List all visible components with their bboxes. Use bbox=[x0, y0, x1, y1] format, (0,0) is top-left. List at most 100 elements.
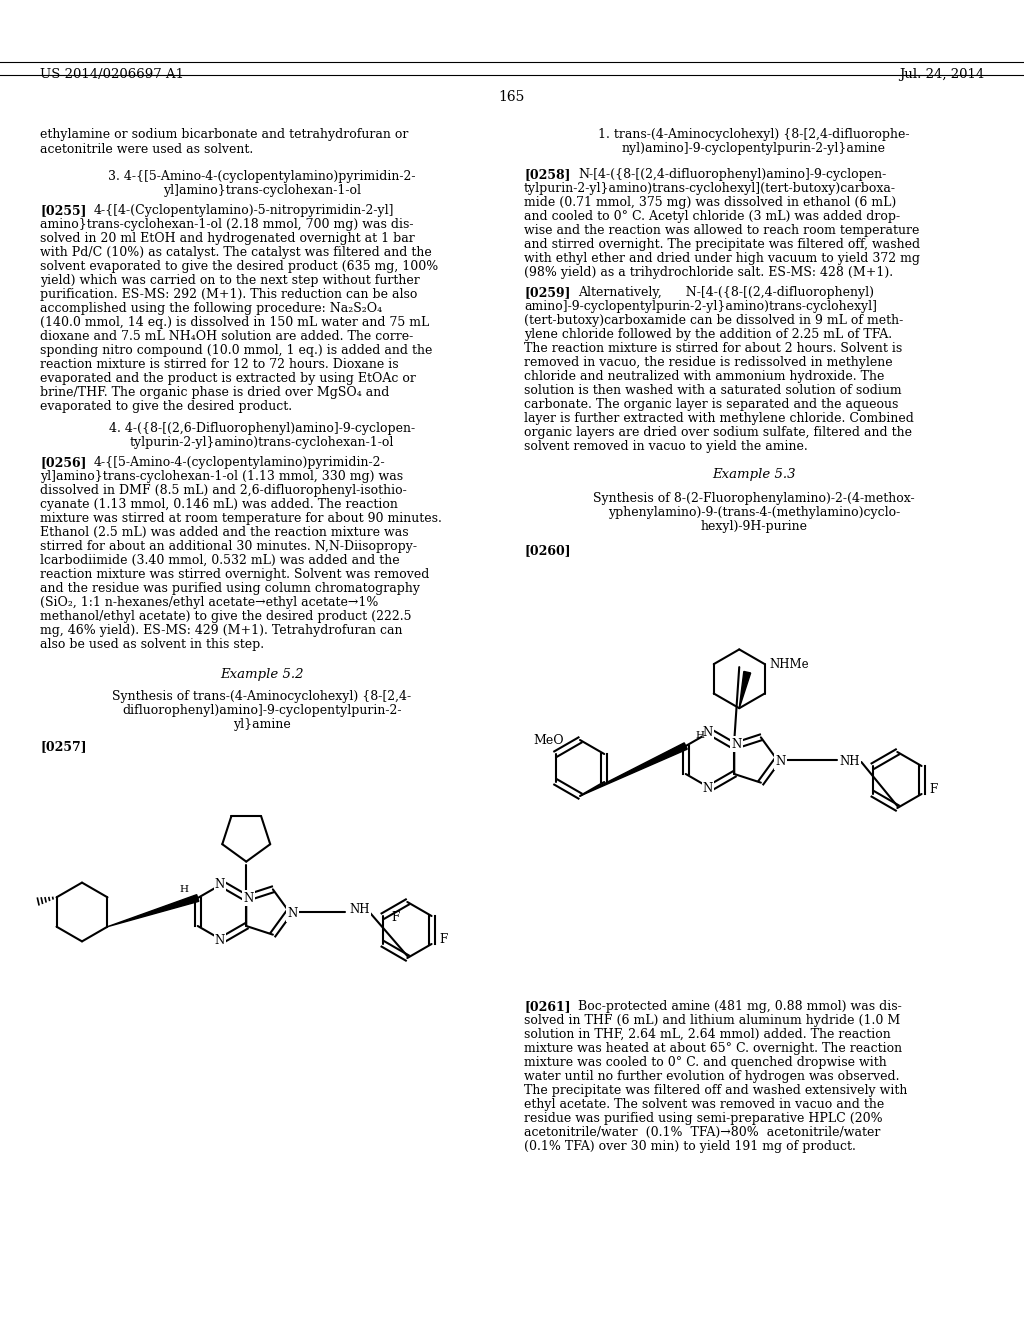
Text: F: F bbox=[391, 912, 399, 924]
Text: F: F bbox=[930, 784, 938, 796]
Text: ethyl acetate. The solvent was removed in vacuo and the: ethyl acetate. The solvent was removed i… bbox=[524, 1098, 885, 1111]
Text: (SiO₂, 1:1 n-hexanes/ethyl acetate→ethyl acetate→1%: (SiO₂, 1:1 n-hexanes/ethyl acetate→ethyl… bbox=[40, 597, 379, 609]
Text: [0255]: [0255] bbox=[40, 205, 86, 216]
Text: yl]amino}trans-cyclohexan-1-ol (1.13 mmol, 330 mg) was: yl]amino}trans-cyclohexan-1-ol (1.13 mmo… bbox=[40, 470, 403, 483]
Text: and stirred overnight. The precipitate was filtered off, washed: and stirred overnight. The precipitate w… bbox=[524, 238, 921, 251]
Text: stirred for about an additional 30 minutes. N,N-Diisopropy-: stirred for about an additional 30 minut… bbox=[40, 540, 417, 553]
Text: Alternatively,      N-[4-({8-[(2,4-difluorophenyl): Alternatively, N-[4-({8-[(2,4-difluoroph… bbox=[578, 286, 874, 300]
Text: H: H bbox=[695, 731, 705, 741]
Text: N: N bbox=[702, 726, 713, 738]
Text: mg, 46% yield). ES-MS: 429 (M+1). Tetrahydrofuran can: mg, 46% yield). ES-MS: 429 (M+1). Tetrah… bbox=[40, 624, 402, 638]
Text: amino]-9-cyclopentylpurin-2-yl}amino)trans-cyclohexyl]: amino]-9-cyclopentylpurin-2-yl}amino)tra… bbox=[524, 300, 877, 313]
Text: solvent removed in vacuo to yield the amine.: solvent removed in vacuo to yield the am… bbox=[524, 440, 808, 453]
Text: Synthesis of trans-(4-Aminocyclohexyl) {8-[2,4-: Synthesis of trans-(4-Aminocyclohexyl) {… bbox=[113, 690, 412, 704]
Text: yphenylamino)-9-(trans-4-(methylamino)cyclo-: yphenylamino)-9-(trans-4-(methylamino)cy… bbox=[608, 506, 900, 519]
Text: nyl)amino]-9-cyclopentylpurin-2-yl}amine: nyl)amino]-9-cyclopentylpurin-2-yl}amine bbox=[622, 143, 886, 154]
Text: and cooled to 0° C. Acetyl chloride (3 mL) was added drop-: and cooled to 0° C. Acetyl chloride (3 m… bbox=[524, 210, 900, 223]
Polygon shape bbox=[108, 895, 199, 927]
Text: Example 5.3: Example 5.3 bbox=[713, 469, 796, 480]
Text: evaporated to give the desired product.: evaporated to give the desired product. bbox=[40, 400, 292, 413]
Text: methanol/ethyl acetate) to give the desired product (222.5: methanol/ethyl acetate) to give the desi… bbox=[40, 610, 412, 623]
Text: US 2014/0206697 A1: US 2014/0206697 A1 bbox=[40, 69, 184, 81]
Text: N: N bbox=[775, 755, 785, 768]
Text: (140.0 mmol, 14 eq.) is dissolved in 150 mL water and 75 mL: (140.0 mmol, 14 eq.) is dissolved in 150… bbox=[40, 315, 429, 329]
Text: 3. 4-{[5-Amino-4-(cyclopentylamino)pyrimidin-2-: 3. 4-{[5-Amino-4-(cyclopentylamino)pyrim… bbox=[109, 170, 416, 183]
Text: F: F bbox=[439, 933, 447, 946]
Text: layer is further extracted with methylene chloride. Combined: layer is further extracted with methylen… bbox=[524, 412, 913, 425]
Text: yield) which was carried on to the next step without further: yield) which was carried on to the next … bbox=[40, 275, 420, 286]
Text: solution is then washed with a saturated solution of sodium: solution is then washed with a saturated… bbox=[524, 384, 901, 397]
Text: N: N bbox=[702, 781, 713, 795]
Text: NH: NH bbox=[839, 755, 859, 768]
Text: tylpurin-2-yl}amino)trans-cyclohexan-1-ol: tylpurin-2-yl}amino)trans-cyclohexan-1-o… bbox=[130, 436, 394, 449]
Text: N: N bbox=[287, 907, 297, 920]
Text: reaction mixture was stirred overnight. Solvent was removed: reaction mixture was stirred overnight. … bbox=[40, 568, 429, 581]
Text: 4. 4-({8-[(2,6-Difluorophenyl)amino]-9-cyclopen-: 4. 4-({8-[(2,6-Difluorophenyl)amino]-9-c… bbox=[109, 422, 415, 436]
Text: wise and the reaction was allowed to reach room temperature: wise and the reaction was allowed to rea… bbox=[524, 224, 920, 238]
Text: [0260]: [0260] bbox=[524, 544, 570, 557]
Text: reaction mixture is stirred for 12 to 72 hours. Dioxane is: reaction mixture is stirred for 12 to 72… bbox=[40, 358, 398, 371]
Text: sponding nitro compound (10.0 mmol, 1 eq.) is added and the: sponding nitro compound (10.0 mmol, 1 eq… bbox=[40, 345, 432, 356]
Text: [0256]: [0256] bbox=[40, 455, 86, 469]
Text: solvent evaporated to give the desired product (635 mg, 100%: solvent evaporated to give the desired p… bbox=[40, 260, 438, 273]
Text: water until no further evolution of hydrogen was observed.: water until no further evolution of hydr… bbox=[524, 1071, 899, 1082]
Text: Example 5.2: Example 5.2 bbox=[220, 668, 304, 681]
Text: MeO: MeO bbox=[534, 734, 564, 747]
Text: dissolved in DMF (8.5 mL) and 2,6-difluorophenyl-isothio-: dissolved in DMF (8.5 mL) and 2,6-difluo… bbox=[40, 484, 407, 498]
Text: yl}amine: yl}amine bbox=[233, 718, 291, 731]
Text: [0259]: [0259] bbox=[524, 286, 570, 300]
Text: 4-{[4-(Cyclopentylamino)-5-nitropyrimidin-2-yl]: 4-{[4-(Cyclopentylamino)-5-nitropyrimidi… bbox=[94, 205, 394, 216]
Text: ylene chloride followed by the addition of 2.25 mL of TFA.: ylene chloride followed by the addition … bbox=[524, 327, 892, 341]
Text: accomplished using the following procedure: Na₂S₂O₄: accomplished using the following procedu… bbox=[40, 302, 382, 315]
Text: (tert-butoxy)carboxamide can be dissolved in 9 mL of meth-: (tert-butoxy)carboxamide can be dissolve… bbox=[524, 314, 903, 327]
Text: NHMe: NHMe bbox=[769, 657, 809, 671]
Text: [0257]: [0257] bbox=[40, 741, 87, 752]
Text: organic layers are dried over sodium sulfate, filtered and the: organic layers are dried over sodium sul… bbox=[524, 426, 912, 440]
Text: mixture was stirred at room temperature for about 90 minutes.: mixture was stirred at room temperature … bbox=[40, 512, 442, 525]
Text: The precipitate was filtered off and washed extensively with: The precipitate was filtered off and was… bbox=[524, 1084, 907, 1097]
Text: residue was purified using semi-preparative HPLC (20%: residue was purified using semi-preparat… bbox=[524, 1111, 883, 1125]
Text: cyanate (1.13 mmol, 0.146 mL) was added. The reaction: cyanate (1.13 mmol, 0.146 mL) was added.… bbox=[40, 498, 398, 511]
Text: yl]amino}trans-cyclohexan-1-ol: yl]amino}trans-cyclohexan-1-ol bbox=[163, 183, 361, 197]
Text: acetonitrile/water  (0.1%  TFA)→80%  acetonitrile/water: acetonitrile/water (0.1% TFA)→80% aceton… bbox=[524, 1126, 881, 1139]
Text: mixture was heated at about 65° C. overnight. The reaction: mixture was heated at about 65° C. overn… bbox=[524, 1041, 902, 1055]
Text: The reaction mixture is stirred for about 2 hours. Solvent is: The reaction mixture is stirred for abou… bbox=[524, 342, 902, 355]
Text: N: N bbox=[215, 878, 225, 891]
Text: solved in THF (6 mL) and lithium aluminum hydride (1.0 M: solved in THF (6 mL) and lithium aluminu… bbox=[524, 1014, 900, 1027]
Polygon shape bbox=[580, 743, 687, 796]
Polygon shape bbox=[739, 672, 751, 709]
Text: H: H bbox=[179, 886, 188, 895]
Text: NH: NH bbox=[349, 903, 370, 916]
Text: (0.1% TFA) over 30 min) to yield 191 mg of product.: (0.1% TFA) over 30 min) to yield 191 mg … bbox=[524, 1140, 856, 1152]
Text: with Pd/C (10%) as catalyst. The catalyst was filtered and the: with Pd/C (10%) as catalyst. The catalys… bbox=[40, 246, 432, 259]
Text: [0258]: [0258] bbox=[524, 168, 570, 181]
Text: acetonitrile were used as solvent.: acetonitrile were used as solvent. bbox=[40, 143, 253, 156]
Text: N: N bbox=[731, 738, 741, 751]
Text: N-[4-({8-[(2,4-difluorophenyl)amino]-9-cyclopen-: N-[4-({8-[(2,4-difluorophenyl)amino]-9-c… bbox=[578, 168, 886, 181]
Text: N: N bbox=[215, 933, 225, 946]
Text: 165: 165 bbox=[499, 90, 525, 104]
Text: dioxane and 7.5 mL NH₄OH solution are added. The corre-: dioxane and 7.5 mL NH₄OH solution are ad… bbox=[40, 330, 414, 343]
Text: solved in 20 ml EtOH and hydrogenated overnight at 1 bar: solved in 20 ml EtOH and hydrogenated ov… bbox=[40, 232, 415, 246]
Text: (98% yield) as a trihydrochloride salt. ES-MS: 428 (M+1).: (98% yield) as a trihydrochloride salt. … bbox=[524, 267, 893, 279]
Text: lcarbodiimide (3.40 mmol, 0.532 mL) was added and the: lcarbodiimide (3.40 mmol, 0.532 mL) was … bbox=[40, 554, 399, 568]
Text: chloride and neutralized with ammonium hydroxide. The: chloride and neutralized with ammonium h… bbox=[524, 370, 885, 383]
Text: Ethanol (2.5 mL) was added and the reaction mixture was: Ethanol (2.5 mL) was added and the react… bbox=[40, 525, 409, 539]
Text: purification. ES-MS: 292 (M+1). This reduction can be also: purification. ES-MS: 292 (M+1). This red… bbox=[40, 288, 418, 301]
Text: with ethyl ether and dried under high vacuum to yield 372 mg: with ethyl ether and dried under high va… bbox=[524, 252, 920, 265]
Text: mixture was cooled to 0° C. and quenched dropwise with: mixture was cooled to 0° C. and quenched… bbox=[524, 1056, 887, 1069]
Text: mide (0.71 mmol, 375 mg) was dissolved in ethanol (6 mL): mide (0.71 mmol, 375 mg) was dissolved i… bbox=[524, 195, 896, 209]
Text: difluorophenyl)amino]-9-cyclopentylpurin-2-: difluorophenyl)amino]-9-cyclopentylpurin… bbox=[122, 704, 401, 717]
Text: 1. trans-(4-Aminocyclohexyl) {8-[2,4-difluorophe-: 1. trans-(4-Aminocyclohexyl) {8-[2,4-dif… bbox=[598, 128, 909, 141]
Text: removed in vacuo, the residue is redissolved in methylene: removed in vacuo, the residue is redisso… bbox=[524, 356, 893, 370]
Text: [0261]: [0261] bbox=[524, 1001, 570, 1012]
Text: Boc-protected amine (481 mg, 0.88 mmol) was dis-: Boc-protected amine (481 mg, 0.88 mmol) … bbox=[578, 1001, 902, 1012]
Text: carbonate. The organic layer is separated and the aqueous: carbonate. The organic layer is separate… bbox=[524, 399, 898, 411]
Text: solution in THF, 2.64 mL, 2.64 mmol) added. The reaction: solution in THF, 2.64 mL, 2.64 mmol) add… bbox=[524, 1028, 891, 1041]
Text: brine/THF. The organic phase is dried over MgSO₄ and: brine/THF. The organic phase is dried ov… bbox=[40, 385, 389, 399]
Text: Jul. 24, 2014: Jul. 24, 2014 bbox=[899, 69, 984, 81]
Text: Synthesis of 8-(2-Fluorophenylamino)-2-(4-methox-: Synthesis of 8-(2-Fluorophenylamino)-2-(… bbox=[593, 492, 914, 506]
Text: N: N bbox=[243, 891, 253, 904]
Text: evaporated and the product is extracted by using EtOAc or: evaporated and the product is extracted … bbox=[40, 372, 416, 385]
Text: hexyl)-9H-purine: hexyl)-9H-purine bbox=[700, 520, 808, 533]
